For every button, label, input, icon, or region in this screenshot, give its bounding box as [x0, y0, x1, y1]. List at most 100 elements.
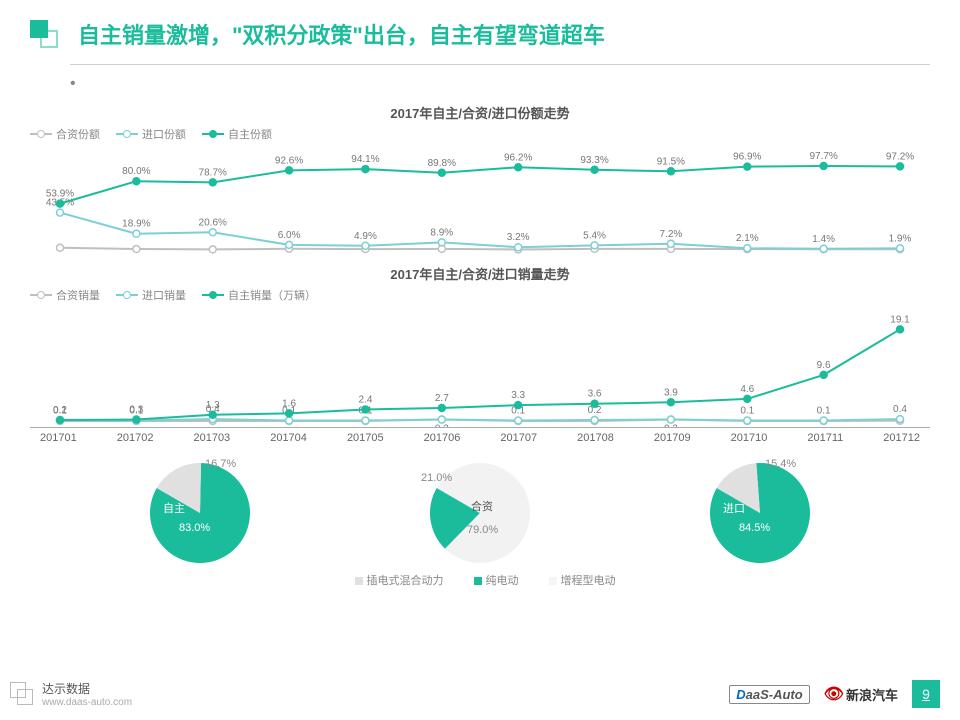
- marker: [362, 406, 369, 413]
- data-label: 93.3%: [580, 155, 608, 166]
- data-label: 92.6%: [275, 155, 303, 166]
- footer-square-icon: [10, 682, 34, 706]
- data-label: 0.4: [893, 404, 907, 415]
- chart2-svg: 0.30.30.10.10.40.10.10.10.20.10.10.40.20…: [30, 307, 930, 427]
- marker: [57, 244, 64, 251]
- data-label: 5.4%: [583, 230, 606, 241]
- daas-logo: DaaS-Auto: [729, 685, 809, 704]
- x-tick: 201704: [270, 432, 307, 444]
- footer-brand: 达示数据 www.daas-auto.com: [42, 680, 132, 708]
- marker: [286, 410, 293, 417]
- marker: [133, 178, 140, 185]
- x-tick: 201701: [40, 432, 77, 444]
- marker: [209, 246, 216, 253]
- pie-svg: [705, 458, 815, 568]
- data-label: 3.9: [664, 387, 678, 398]
- chart2-legend: 合资销量进口销量自主销量（万辆）: [30, 287, 930, 303]
- marker: [667, 168, 674, 175]
- x-tick: 201705: [347, 432, 384, 444]
- marker: [591, 242, 598, 249]
- marker: [209, 179, 216, 186]
- data-label: 0.1: [740, 406, 754, 417]
- data-label: 0.3: [129, 405, 143, 416]
- pie-legend-item: 插电式混合动力: [345, 575, 444, 587]
- pie-main-label: 84.5%: [739, 522, 770, 534]
- slide-footer: 达示数据 www.daas-auto.com DaaS-Auto 👁新浪汽车 9: [0, 680, 960, 708]
- pie-main-label: 79.0%: [467, 524, 498, 536]
- marker: [667, 416, 674, 423]
- data-label: 78.7%: [199, 167, 227, 178]
- chart2-title: 2017年自主/合资/进口销量走势: [30, 264, 930, 283]
- marker: [133, 246, 140, 253]
- marker: [897, 326, 904, 333]
- data-label: 1.6: [282, 398, 296, 409]
- pie-legend-item: 纯电动: [464, 575, 519, 587]
- legend-item: 合资销量: [30, 287, 100, 303]
- x-tick: 201708: [577, 432, 614, 444]
- data-label: 96.2%: [504, 152, 532, 163]
- marker: [515, 244, 522, 251]
- marker: [744, 395, 751, 402]
- data-label: 80.0%: [122, 166, 150, 177]
- marker: [133, 230, 140, 237]
- footer-logos: DaaS-Auto 👁新浪汽车 9: [729, 680, 940, 708]
- data-label: 18.9%: [122, 219, 150, 230]
- x-tick: 201703: [193, 432, 230, 444]
- data-label: 2.4: [359, 394, 373, 405]
- marker: [897, 416, 904, 423]
- data-label: 0.1: [817, 406, 831, 417]
- data-label: 97.7%: [809, 151, 837, 162]
- pie-other-label: 15.4%: [765, 458, 796, 470]
- data-label: 0.3: [435, 424, 449, 427]
- legend-item: 进口销量: [116, 287, 186, 303]
- pie-name: 进口: [723, 500, 745, 516]
- chart1-legend: 合资份额进口份额自主份额: [30, 126, 930, 142]
- data-label: 7.2%: [660, 229, 683, 240]
- x-tick: 201707: [500, 432, 537, 444]
- marker: [286, 417, 293, 424]
- data-label: 20.6%: [199, 217, 227, 228]
- legend-item: 自主份额: [202, 126, 272, 142]
- marker: [515, 417, 522, 424]
- data-label: 3.2%: [507, 232, 530, 243]
- x-tick: 201702: [117, 432, 154, 444]
- data-label: 91.5%: [657, 156, 685, 167]
- data-label: 9.6: [817, 360, 831, 371]
- marker: [438, 405, 445, 412]
- data-label: 1.3: [206, 400, 220, 411]
- chart1-svg: 43.5%18.9%20.6%6.0%4.9%8.9%3.2%5.4%7.2%2…: [30, 146, 930, 256]
- marker: [438, 416, 445, 423]
- chart1-title: 2017年自主/合资/进口份额走势: [30, 103, 930, 122]
- legend-item: 合资份额: [30, 126, 100, 142]
- x-axis-labels: 2017012017022017032017042017052017062017…: [30, 427, 930, 444]
- marker: [820, 417, 827, 424]
- line-zizhu: [60, 166, 900, 204]
- marker: [438, 169, 445, 176]
- marker: [820, 245, 827, 252]
- data-label: 6.0%: [278, 230, 301, 241]
- marker: [897, 163, 904, 170]
- data-label: 4.9%: [354, 231, 377, 242]
- pie-legend-item: 增程型电动: [539, 575, 616, 587]
- line-jinkou: [60, 213, 900, 249]
- marker: [897, 245, 904, 252]
- data-label: 4.6: [740, 384, 754, 395]
- marker: [820, 371, 827, 378]
- data-label: 0.2: [53, 405, 67, 416]
- marker: [515, 402, 522, 409]
- marker: [744, 245, 751, 252]
- footer-brand-name: 达示数据: [42, 680, 132, 697]
- slide-header: 自主销量激增，"双积分政策"出台，自主有望弯道超车: [0, 0, 960, 60]
- marker: [286, 241, 293, 248]
- line-jinkou: [60, 419, 900, 420]
- marker: [438, 239, 445, 246]
- x-tick: 201711: [807, 432, 843, 444]
- line-zizhu: [60, 329, 900, 420]
- marker: [591, 166, 598, 173]
- pie-legend: 插电式混合动力 纯电动 增程型电动: [0, 572, 960, 588]
- pie-name: 自主: [163, 500, 185, 516]
- pie-name: 合资: [471, 498, 493, 514]
- legend-item: 自主销量（万辆）: [202, 287, 316, 303]
- header-square-icon: [30, 20, 58, 48]
- marker: [744, 417, 751, 424]
